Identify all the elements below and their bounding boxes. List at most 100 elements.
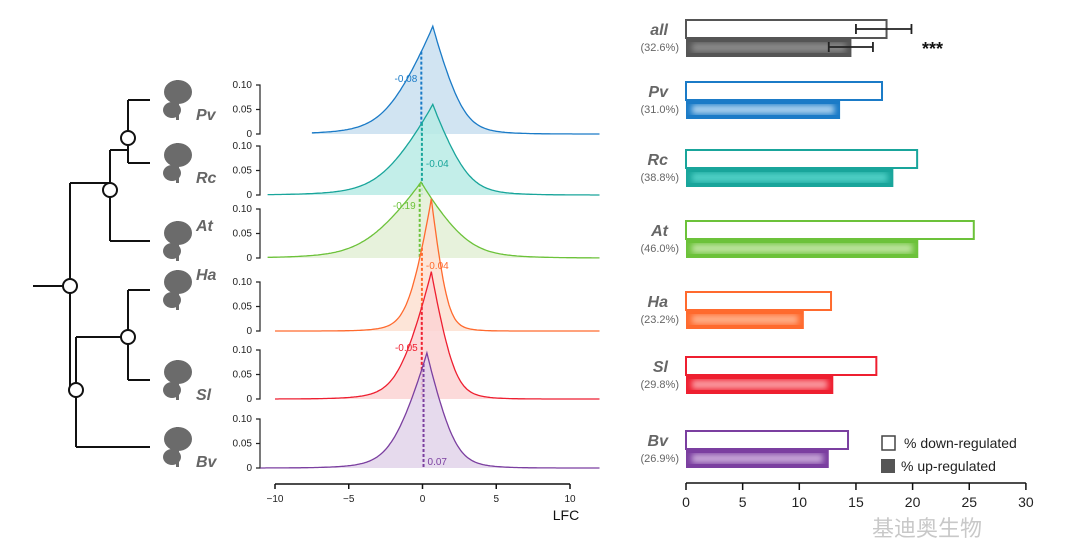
- y-tick-label: 0: [246, 190, 252, 201]
- plant-icon-ha: [163, 270, 192, 310]
- legend-label-down: % down-regulated: [904, 435, 1017, 451]
- significance-marker: ***: [922, 39, 943, 59]
- y-axis-at: 0 0.05 0.10: [233, 204, 261, 264]
- tree-node: [120, 130, 136, 146]
- density-line-bv: [260, 350, 600, 469]
- x-tick-label: 5: [493, 494, 499, 505]
- plant-stem-shape: [176, 221, 179, 261]
- density-fill-pv: [311, 26, 600, 135]
- bar-up-highlight: [692, 173, 888, 182]
- y-tick-label: 0.10: [233, 414, 253, 425]
- y-axis-line: [256, 349, 261, 400]
- category-label: At: [650, 223, 669, 240]
- y-tick-label: 0.05: [233, 302, 253, 313]
- category-percent: (46.0%): [640, 243, 679, 255]
- y-tick-label: 0.05: [233, 439, 253, 450]
- bar-up-highlight: [692, 244, 913, 253]
- median-label-bv: 0.07: [428, 457, 448, 468]
- y-tick-label: 0.05: [233, 229, 253, 240]
- density-line-rc: [267, 102, 600, 196]
- phylogenetic-tree: [33, 99, 150, 448]
- median-label-pv: -0.08: [395, 74, 418, 85]
- y-tick-label: 0.10: [233, 204, 253, 215]
- tree-node: [68, 382, 84, 398]
- y-tick-label: 0.05: [233, 105, 253, 116]
- bar-up-highlight: [692, 454, 823, 463]
- category-label: Ha: [648, 294, 669, 311]
- x-axis: −10 −5 0 5 10 LFC: [267, 483, 579, 523]
- category-label: Bv: [648, 433, 670, 450]
- plant-icon-sl: [163, 360, 192, 400]
- x-tick-label: 20: [905, 494, 921, 510]
- x-tick-label: 15: [848, 494, 864, 510]
- bar-up-highlight: [692, 315, 798, 324]
- bar-down-regulated: [685, 149, 919, 169]
- bar-down-regulated: [685, 220, 975, 240]
- bar-up-highlight: [692, 380, 828, 389]
- x-tick-label: 0: [420, 494, 426, 505]
- plant-stem-shape: [176, 80, 179, 120]
- tree-node: [120, 329, 136, 345]
- tree-node: [62, 278, 78, 294]
- bar-down-regulated: [685, 291, 833, 311]
- species-label: Sl: [196, 387, 212, 404]
- bar-group-at: At (46.0%): [640, 220, 975, 258]
- density-line-pv: [311, 24, 600, 135]
- species-label: Pv: [196, 107, 217, 124]
- category-label: Pv: [648, 84, 669, 101]
- x-tick-label: 5: [739, 494, 747, 510]
- species-label: Ha: [196, 267, 217, 284]
- plant-icon-bv: [163, 427, 192, 467]
- bar-x-axis: 0 5 10 15 20 25 30: [682, 482, 1034, 510]
- plant-icon-rc: [163, 143, 192, 183]
- category-percent: (31.0%): [640, 104, 679, 116]
- y-axis-line: [256, 281, 261, 332]
- category-percent: (38.8%): [640, 172, 679, 184]
- y-axis-line: [256, 145, 261, 196]
- density-fill-ha: [275, 198, 600, 331]
- density-fill-rc: [267, 104, 600, 195]
- y-tick-label: 0.05: [233, 166, 253, 177]
- y-axis-rc: 0 0.05 0.10: [233, 141, 261, 201]
- legend-swatch-up: [881, 459, 895, 473]
- y-axis-sl: 0 0.05 0.10: [233, 345, 261, 405]
- y-tick-label: 0: [246, 129, 252, 140]
- y-tick-label: 0: [246, 394, 252, 405]
- y-axis-ha: 0 0.05 0.10: [233, 277, 261, 337]
- plant-stem-shape: [176, 360, 179, 400]
- x-tick-label: 10: [792, 494, 808, 510]
- median-label-sl: -0.05: [395, 343, 418, 354]
- y-tick-label: 0.10: [233, 80, 253, 91]
- plant-stem-shape: [176, 427, 179, 467]
- bar-up-highlight: [692, 43, 846, 52]
- density-fill-bv: [260, 352, 600, 468]
- bar-down-regulated: [685, 81, 884, 101]
- x-axis-title: LFC: [553, 507, 579, 523]
- category-label: Sl: [653, 359, 669, 376]
- median-label-ha: -0.04: [426, 261, 449, 272]
- legend-label-up: % up-regulated: [901, 458, 996, 474]
- legend: % down-regulated % up-regulated: [881, 435, 1017, 474]
- category-percent: (32.6%): [640, 42, 679, 54]
- category-percent: (26.9%): [640, 453, 679, 465]
- density-fill-sl: [275, 271, 600, 399]
- category-label: Rc: [648, 152, 669, 169]
- y-tick-label: 0.10: [233, 345, 253, 356]
- x-tick-label: −5: [343, 494, 355, 505]
- density-line-sl: [275, 271, 600, 400]
- bar-group-sl: Sl (29.8%): [640, 356, 878, 394]
- y-axis-line: [256, 418, 261, 469]
- category-percent: (29.8%): [640, 379, 679, 391]
- median-label-rc: -0.04: [426, 159, 449, 170]
- y-tick-label: 0.05: [233, 370, 253, 381]
- y-axis-pv: 0 0.05 0.10: [233, 80, 261, 140]
- watermark: 基迪奥生物: [872, 516, 982, 539]
- y-tick-label: 0.10: [233, 141, 253, 152]
- x-tick-label: 10: [564, 494, 576, 505]
- plant-icon-pv: [163, 80, 192, 120]
- x-tick-label: 0: [682, 494, 690, 510]
- plant-stem-shape: [176, 270, 179, 310]
- y-tick-label: 0: [246, 463, 252, 474]
- x-tick-label: −10: [267, 494, 284, 505]
